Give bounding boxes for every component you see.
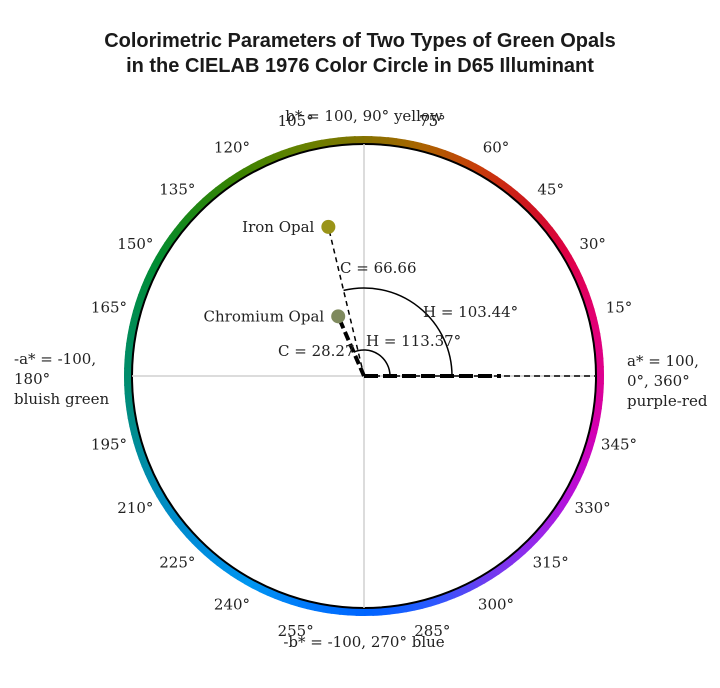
- chromium-opal-chroma-line: [336, 315, 366, 377]
- hue-ring-segment: [396, 604, 408, 614]
- sample-annotations: Iron Opal Chromium Opal C = 66.66 C = 28…: [204, 218, 596, 378]
- angle-label-165: 165°: [91, 299, 127, 317]
- hue-ring-segment: [402, 139, 414, 150]
- hue-ring-segment: [322, 604, 334, 614]
- angle-label-30: 30°: [579, 235, 606, 253]
- axis-label-left-2: 180°: [14, 370, 50, 388]
- axis-label-right-2: 0°, 360°: [627, 372, 690, 390]
- hue-ring-segment: [347, 607, 358, 616]
- hue-ring-segment: [594, 390, 604, 402]
- hue-ring-segment: [594, 349, 604, 360]
- hue-ring-segment: [353, 136, 364, 145]
- hue-ring-segment: [124, 359, 133, 370]
- hue-ring-segment: [345, 136, 356, 145]
- hue-ring-segment: [314, 602, 326, 613]
- axis-label-left-1: -a* = -100,: [14, 350, 96, 368]
- angle-label-45: 45°: [537, 180, 564, 198]
- iron-opal-point: [321, 219, 336, 234]
- hue-ring-segment: [127, 326, 138, 338]
- hue-ring-segment: [124, 350, 134, 362]
- chromium-opal-hue-label: H = 113.37°: [366, 332, 461, 350]
- hue-ring-segment: [394, 138, 406, 148]
- title-line-2: in the CIELAB 1976 Color Circle in D65 I…: [126, 55, 594, 77]
- chromium-opal-chroma-label: C = 28.27: [278, 342, 355, 360]
- hue-ring-segment: [124, 376, 133, 387]
- axis-label-left-3: bluish green: [14, 390, 110, 408]
- axis-label-top: b* = 100, 90° yellow: [285, 107, 443, 125]
- hue-ring-segment: [380, 606, 391, 616]
- angle-label-315: 315°: [533, 554, 569, 572]
- iron-opal-hue-label: H = 103.44°: [423, 303, 518, 321]
- hue-ring-segment: [592, 406, 602, 418]
- hue-ring-segment: [124, 392, 134, 403]
- hue-ring-segment: [372, 607, 383, 616]
- angle-label-105: 105°: [278, 112, 314, 130]
- angle-label-345: 345°: [601, 435, 637, 453]
- chromium-opal-label: Chromium Opal: [204, 307, 325, 325]
- angle-labels: 15° 30° 45° 60° 75° 105° 120° 135° 150° 165° 195° 2…: [91, 112, 637, 640]
- axis-label-bottom: -b* = -100, 270° blue: [283, 633, 444, 651]
- hue-ring-segment: [355, 607, 366, 616]
- hue-ring-segment: [125, 400, 135, 412]
- angle-label-330: 330°: [575, 499, 611, 517]
- hue-ring-segment: [338, 606, 350, 616]
- iron-opal-label: Iron Opal: [242, 218, 314, 236]
- hue-ring-segment: [593, 340, 603, 352]
- angle-label-255: 255°: [278, 622, 314, 640]
- angle-label-60: 60°: [483, 138, 510, 156]
- hue-ring-segment: [364, 607, 375, 616]
- hue-ring-segment: [125, 342, 135, 354]
- hue-ring-segment: [330, 605, 342, 615]
- hue-ring-segment: [386, 137, 398, 147]
- hue-ring-segment: [378, 136, 390, 146]
- hue-ring-segment: [595, 365, 604, 376]
- title-line-1: Colorimetric Parameters of Two Types of …: [104, 30, 616, 52]
- angle-label-75: 75°: [419, 112, 446, 130]
- angle-label-150: 150°: [117, 235, 153, 253]
- angle-label-285: 285°: [414, 622, 450, 640]
- iron-opal-chroma-label: C = 66.66: [340, 259, 417, 277]
- hue-ring-segment: [328, 137, 340, 147]
- hue-ring-segment: [126, 334, 136, 346]
- angle-label-120: 120°: [214, 138, 250, 156]
- hue-ring-segment: [124, 367, 133, 378]
- angle-label-195: 195°: [91, 435, 127, 453]
- hue-ring-segment: [595, 357, 604, 368]
- hue-ring-segment: [126, 408, 136, 420]
- angle-label-15: 15°: [606, 299, 633, 317]
- hue-ring-segment: [592, 332, 602, 344]
- axis-label-right-3: purple-red: [627, 392, 708, 410]
- chromium-opal-hue-arc: [353, 349, 391, 377]
- hue-ring-segment: [593, 398, 603, 410]
- hue-ring-segment: [370, 136, 381, 145]
- angle-label-210: 210°: [117, 499, 153, 517]
- angle-label-300: 300°: [478, 596, 514, 614]
- hue-ring-segment: [124, 384, 133, 395]
- hue-ring-segment: [362, 136, 373, 145]
- angle-label-135: 135°: [159, 180, 195, 198]
- iron-opal-hue-arc: [343, 287, 453, 377]
- angle-label-240: 240°: [214, 596, 250, 614]
- hue-ring-segment: [595, 382, 604, 393]
- hue-ring-segment: [590, 414, 601, 426]
- hue-ring-segment: [337, 136, 348, 146]
- hue-ring-segment: [320, 138, 332, 148]
- angle-label-225: 225°: [159, 554, 195, 572]
- hue-ring-segment: [388, 605, 400, 615]
- axis-label-right-1: a* = 100,: [627, 352, 699, 370]
- iron-opal-chroma-line: [327, 226, 365, 377]
- hue-ring-segment: [595, 374, 604, 385]
- chromium-opal-point: [331, 309, 346, 324]
